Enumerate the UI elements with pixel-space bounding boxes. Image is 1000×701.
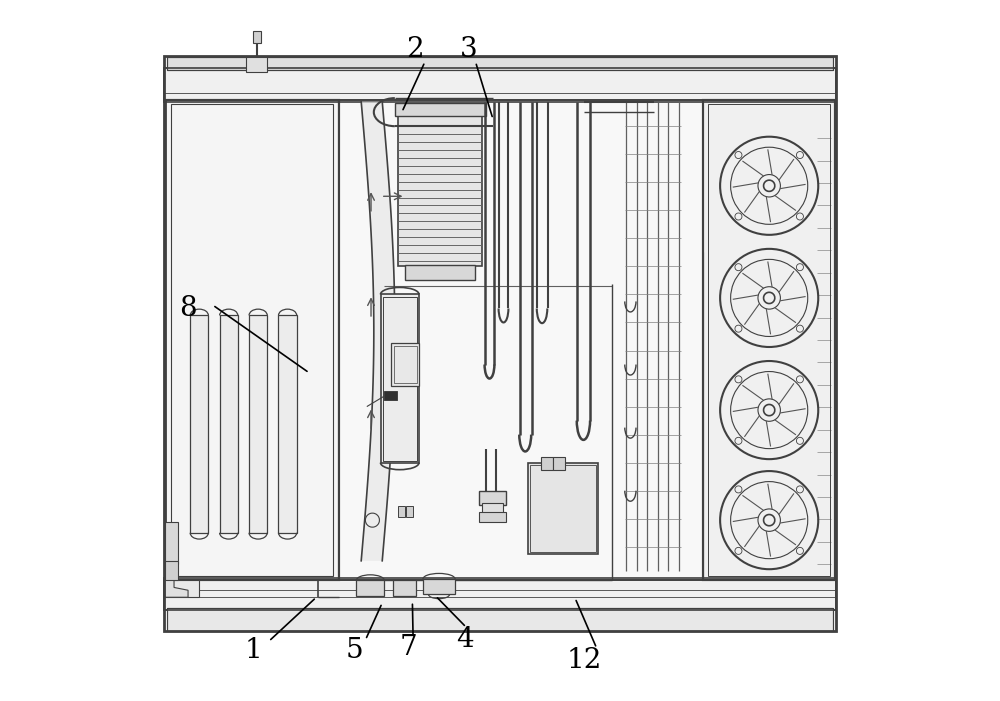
Bar (398, 116, 482, 266)
Bar (164, 578, 836, 610)
Bar (190, 315, 208, 533)
Bar (246, 57, 267, 72)
Bar (391, 343, 419, 386)
Bar (479, 512, 506, 522)
Bar (339, 100, 703, 580)
Polygon shape (165, 580, 199, 597)
Text: 3: 3 (460, 36, 477, 62)
Bar (423, 579, 455, 594)
Bar (253, 31, 261, 43)
Bar (482, 503, 503, 513)
Bar (541, 457, 553, 470)
Bar (164, 68, 836, 102)
Bar (278, 315, 297, 533)
Bar (393, 580, 416, 596)
Bar (383, 297, 417, 461)
Bar (167, 57, 833, 70)
Text: 7: 7 (400, 634, 418, 660)
Bar (703, 100, 835, 580)
Bar (167, 57, 833, 70)
Bar (165, 561, 178, 580)
Bar (479, 491, 506, 505)
Bar (249, 315, 267, 533)
Bar (165, 522, 178, 564)
Bar (171, 104, 333, 576)
Bar (405, 265, 475, 280)
Bar (167, 608, 833, 631)
Bar (164, 56, 836, 631)
Bar (398, 506, 405, 517)
Text: 12: 12 (566, 647, 602, 674)
Bar (703, 100, 835, 580)
Polygon shape (361, 102, 395, 561)
Text: 1: 1 (244, 637, 262, 664)
Text: 8: 8 (179, 295, 197, 322)
Bar (165, 100, 339, 580)
Bar (167, 608, 833, 631)
Bar (528, 463, 598, 554)
Bar (164, 68, 836, 102)
Bar (384, 391, 397, 400)
Bar (553, 457, 565, 470)
Text: 4: 4 (456, 626, 474, 653)
Bar (220, 315, 238, 533)
Bar (394, 346, 417, 383)
Bar (406, 506, 413, 517)
Bar (708, 104, 830, 576)
Bar (165, 100, 339, 580)
Text: 2: 2 (406, 36, 423, 62)
Bar (381, 294, 419, 463)
Bar (395, 103, 486, 116)
Bar (164, 578, 836, 610)
Bar (356, 580, 384, 596)
Text: 5: 5 (345, 637, 363, 664)
Bar (339, 100, 703, 580)
Polygon shape (165, 580, 188, 597)
Bar (530, 465, 596, 552)
